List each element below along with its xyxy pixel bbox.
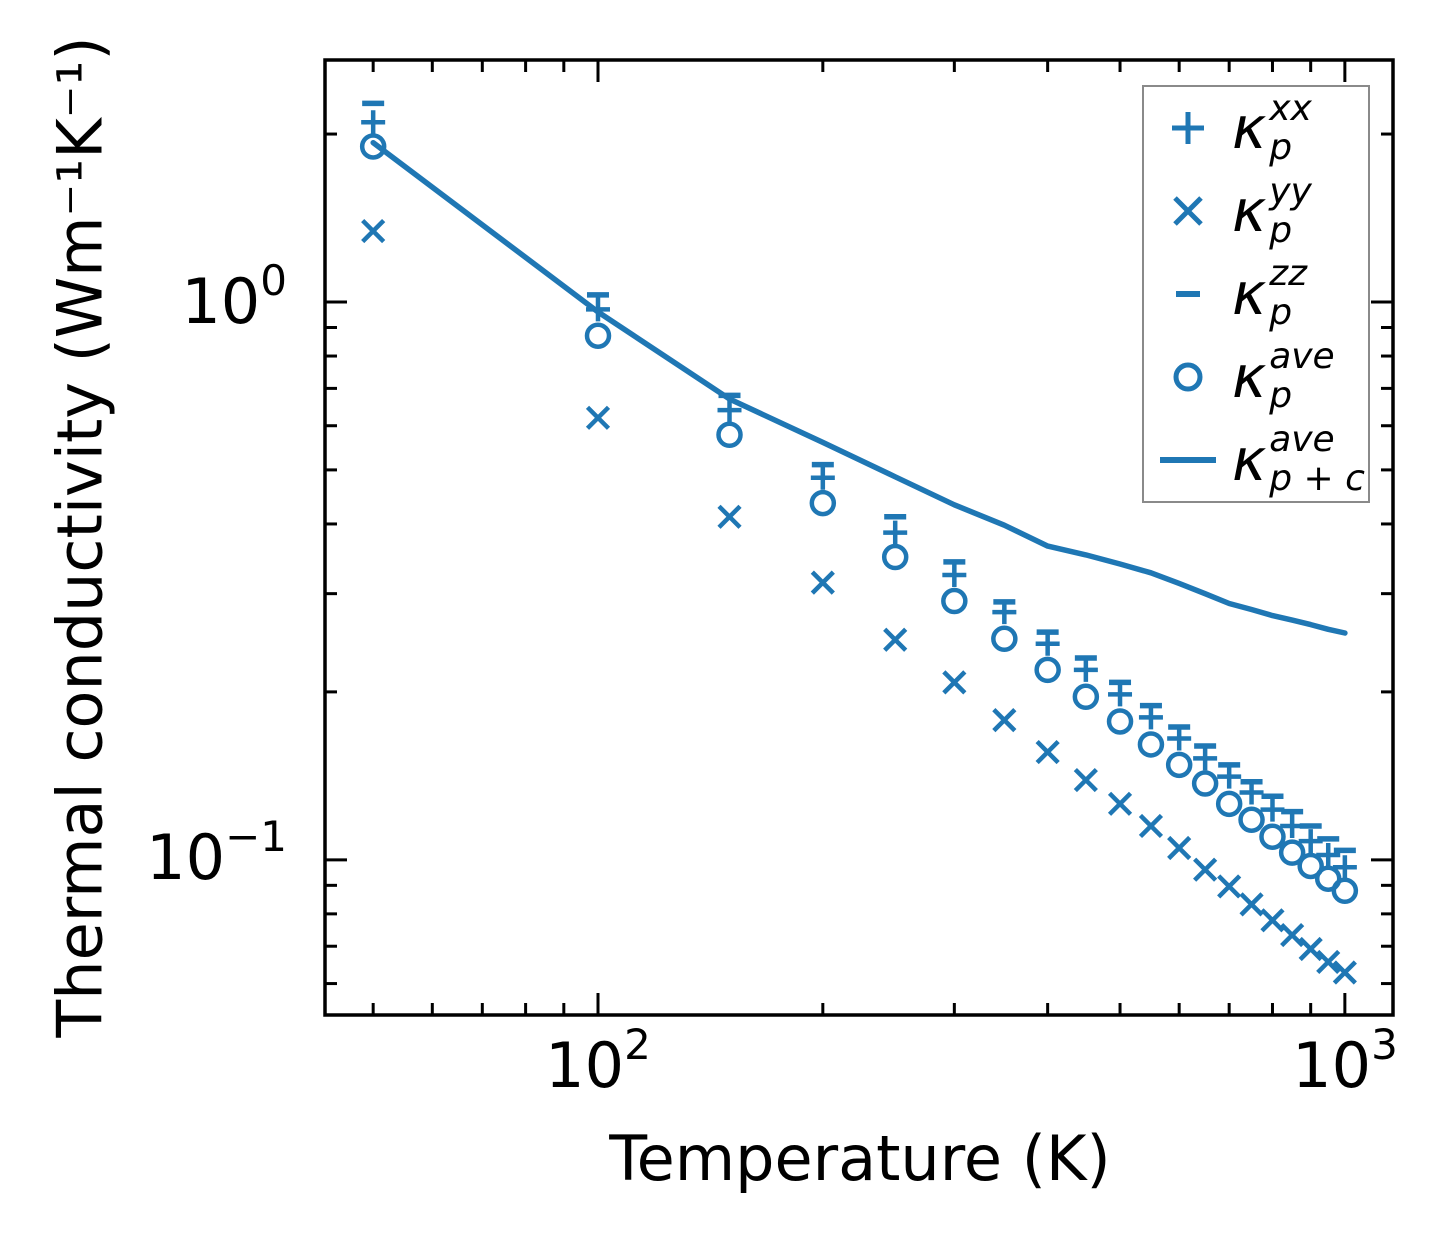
plus-marker-icon — [1144, 104, 1232, 152]
axis-ticks — [325, 60, 1393, 1015]
tick-base: 10 — [545, 1029, 625, 1102]
x-tick-label-100: 102 — [498, 1024, 698, 1106]
kappa-symbol: κ — [1232, 94, 1267, 163]
series-kappa-p-yy — [361, 218, 1357, 985]
legend-entry-kxx: κ xx p — [1144, 87, 1368, 168]
kappa-symbol: κ — [1232, 259, 1267, 328]
legend-entry-kyy: κ yy p — [1144, 170, 1368, 251]
legend-label: κ xx p — [1232, 87, 1312, 168]
subscript: p — [1269, 126, 1293, 168]
line-swatch-icon — [1144, 436, 1232, 484]
series-kappa-p-ave — [359, 133, 1359, 905]
x-axis-label: Temperature (K) — [609, 1122, 1111, 1195]
x-marker-icon — [1144, 187, 1232, 235]
x-tick-label-1000: 103 — [1245, 1024, 1445, 1106]
legend-label: κ zz p — [1232, 256, 1307, 331]
legend-entry-kave: κ ave p — [1144, 339, 1368, 414]
subscript: p — [1269, 292, 1293, 334]
subscript: p — [1269, 375, 1293, 417]
y-tick-label-1: 100 — [127, 260, 287, 342]
tick-base: 10 — [181, 265, 261, 338]
tick-exponent: −1 — [225, 812, 287, 862]
superscript: ave — [1269, 336, 1335, 378]
tick-exponent: 0 — [260, 256, 287, 306]
kappa-symbol: κ — [1232, 425, 1267, 494]
superscript: yy — [1269, 170, 1312, 212]
legend-label: κ yy p — [1232, 170, 1312, 251]
y-axis-label: Thermal conductivity (Wm⁻¹K⁻¹) — [43, 36, 117, 1038]
legend-entry-kzz: κ zz p — [1144, 256, 1368, 331]
legend: κ xx p κ yy p κ zz p κ ave p κ ave p + c — [1142, 85, 1370, 503]
tick-base: 10 — [146, 821, 226, 894]
legend-entry-kpc: κ ave p + c — [1144, 422, 1368, 497]
y-tick-label-0p1: 10−1 — [127, 816, 287, 898]
axes-frame — [323, 58, 1395, 1017]
superscript: ave — [1269, 419, 1335, 461]
series-kappa-p-plus-c-ave — [370, 139, 1348, 636]
tick-exponent: 3 — [1371, 1020, 1398, 1070]
dash-marker-icon — [1144, 270, 1232, 318]
kappa-symbol: κ — [1232, 342, 1267, 411]
superscript: zz — [1269, 253, 1307, 295]
tick-exponent: 2 — [624, 1020, 651, 1070]
tick-base: 10 — [1292, 1029, 1372, 1102]
subscript: p — [1269, 209, 1293, 251]
legend-label: κ ave p + c — [1232, 422, 1365, 497]
circle-marker-icon — [1144, 353, 1232, 401]
superscript: xx — [1269, 87, 1312, 129]
legend-label: κ ave p — [1232, 339, 1335, 414]
subscript: p + c — [1269, 458, 1365, 500]
kappa-symbol: κ — [1232, 177, 1267, 246]
